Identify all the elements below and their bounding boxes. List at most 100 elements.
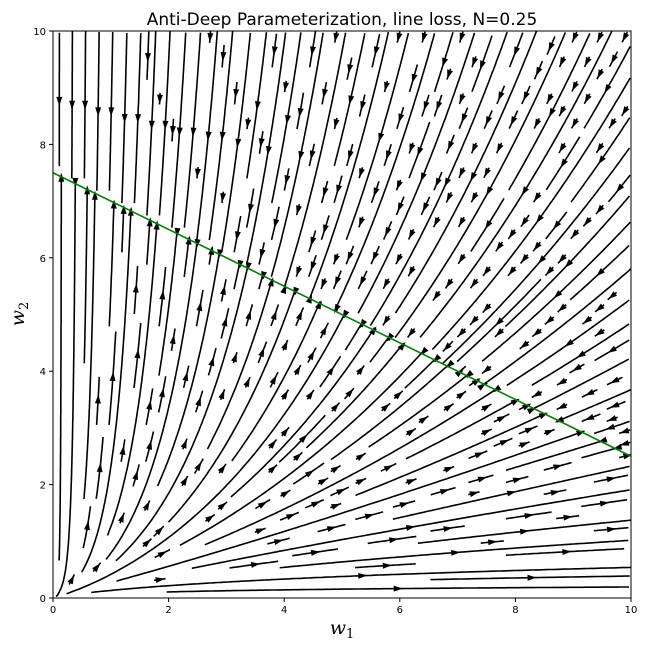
stream-arrow bbox=[454, 369, 464, 378]
stream-arrow bbox=[383, 278, 391, 289]
streamline bbox=[83, 192, 96, 499]
stream-arrow bbox=[245, 310, 252, 320]
stream-arrow bbox=[393, 585, 403, 592]
stream-arrow bbox=[443, 342, 452, 351]
stream-arrow bbox=[408, 229, 416, 239]
stream-arrow bbox=[333, 32, 340, 43]
stream-arrow bbox=[512, 477, 523, 484]
stream-arrow bbox=[235, 231, 241, 241]
stream-arrow bbox=[280, 390, 288, 400]
streamline bbox=[581, 447, 618, 459]
y-tick-label: 8 bbox=[40, 140, 46, 151]
stream-arrow bbox=[622, 32, 630, 42]
stream-arrow bbox=[439, 489, 450, 495]
stream-arrow bbox=[596, 143, 605, 153]
streamline bbox=[83, 187, 89, 364]
stream-arrow bbox=[562, 549, 572, 555]
stream-arrow bbox=[320, 326, 327, 336]
stream-arrow bbox=[310, 261, 317, 271]
streamline bbox=[270, 32, 324, 278]
stream-arrow bbox=[72, 177, 79, 187]
stream-arrow bbox=[408, 266, 416, 276]
stream-arrow bbox=[451, 549, 461, 556]
stream-arrow bbox=[595, 303, 605, 312]
stream-arrow bbox=[444, 466, 454, 473]
stream-arrow bbox=[522, 403, 532, 411]
stream-arrow bbox=[597, 69, 605, 79]
stream-arrow bbox=[421, 32, 428, 42]
stream-arrow bbox=[386, 150, 392, 160]
stream-arrow bbox=[445, 278, 454, 288]
y-axis-label: w2 bbox=[7, 302, 32, 327]
stream-arrow bbox=[622, 106, 630, 116]
stream-arrow bbox=[369, 326, 377, 336]
stream-arrow bbox=[359, 168, 365, 178]
stream-arrow bbox=[91, 190, 98, 200]
plot-area bbox=[52, 30, 632, 599]
stream-arrow bbox=[557, 377, 567, 385]
stream-arrow bbox=[482, 365, 492, 373]
streamline bbox=[206, 279, 274, 450]
stream-arrow bbox=[499, 439, 509, 446]
stream-arrow bbox=[110, 199, 117, 209]
stream-arrow bbox=[483, 303, 492, 312]
stream-arrow bbox=[383, 315, 391, 325]
stream-arrow bbox=[295, 310, 303, 321]
stream-arrow bbox=[310, 549, 321, 556]
streamline bbox=[357, 32, 476, 314]
stream-arrow bbox=[496, 415, 507, 423]
stream-arrow bbox=[109, 371, 116, 382]
stream-arrow bbox=[381, 403, 390, 412]
streamline bbox=[508, 33, 591, 191]
stream-arrow bbox=[132, 470, 138, 481]
stream-arrow bbox=[382, 562, 392, 569]
stream-arrow bbox=[108, 107, 115, 117]
stream-arrow bbox=[496, 241, 504, 251]
x-axis-label: w1 bbox=[330, 617, 355, 642]
stream-arrow bbox=[508, 229, 517, 239]
stream-arrow bbox=[280, 490, 290, 498]
stream-arrow bbox=[606, 526, 617, 533]
streamline bbox=[245, 32, 287, 265]
stream-arrow bbox=[134, 349, 141, 359]
stream-arrow bbox=[219, 131, 226, 141]
stream-arrow bbox=[619, 440, 630, 446]
stream-arrow bbox=[348, 95, 355, 105]
stream-arrow bbox=[549, 107, 556, 118]
chart-title: Anti-Deep Parameterization, line loss, N… bbox=[147, 10, 538, 30]
stream-arrow bbox=[364, 513, 374, 520]
stream-arrow bbox=[448, 140, 455, 151]
x-axis-ticks: 0 2 4 6 8 10 bbox=[50, 598, 637, 616]
y-tick-label: 2 bbox=[40, 481, 46, 492]
stream-arrow bbox=[459, 32, 466, 42]
axes-frame bbox=[52, 30, 632, 599]
stream-arrow bbox=[153, 220, 160, 230]
stream-arrow bbox=[508, 266, 517, 276]
stream-arrow bbox=[406, 479, 416, 486]
stream-arrow bbox=[56, 96, 63, 106]
stream-arrow bbox=[406, 428, 416, 437]
stream-arrow bbox=[148, 120, 155, 130]
stream-arrow bbox=[607, 415, 617, 421]
stream-arrow bbox=[532, 328, 542, 337]
stream-arrow bbox=[524, 513, 534, 519]
stream-arrow bbox=[492, 384, 502, 393]
stream-arrow bbox=[461, 113, 468, 123]
x-tick-label: 4 bbox=[281, 605, 287, 616]
stream-arrow bbox=[182, 371, 189, 382]
stream-arrow bbox=[442, 57, 448, 67]
stream-arrow bbox=[280, 427, 289, 437]
stream-arrow bbox=[576, 350, 586, 358]
stream-arrow bbox=[310, 46, 316, 56]
stream-arrow bbox=[553, 290, 563, 299]
stream-arrow bbox=[217, 502, 227, 511]
stream-arrow bbox=[417, 146, 424, 157]
stream-arrow bbox=[405, 525, 416, 531]
stream-arrow bbox=[220, 193, 227, 203]
stream-arrow bbox=[558, 303, 567, 312]
streamline bbox=[368, 373, 470, 448]
stream-arrow bbox=[293, 452, 302, 462]
stream-arrow bbox=[285, 513, 296, 520]
stream-arrow bbox=[605, 423, 616, 430]
stream-arrow bbox=[550, 490, 560, 496]
